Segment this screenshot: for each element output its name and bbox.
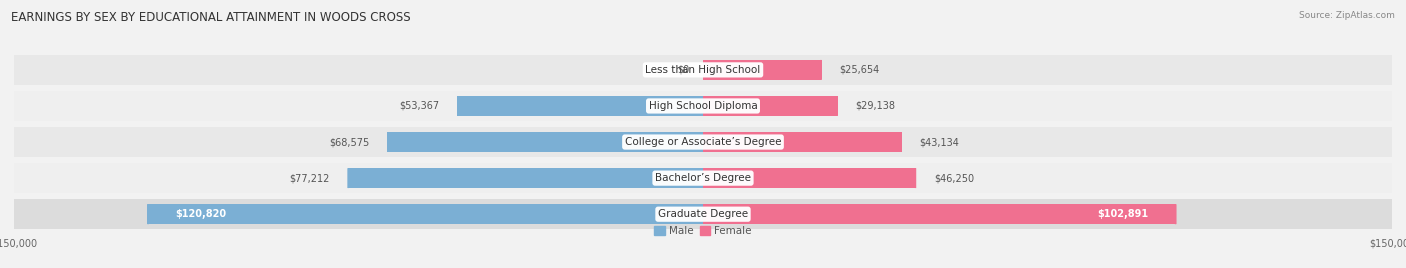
Bar bbox=[14, 91, 1392, 121]
Bar bbox=[349, 168, 703, 188]
Bar bbox=[148, 204, 703, 224]
Bar bbox=[388, 132, 703, 152]
Text: $77,212: $77,212 bbox=[290, 173, 330, 183]
Text: $120,820: $120,820 bbox=[176, 209, 226, 219]
Text: $102,891: $102,891 bbox=[1097, 209, 1149, 219]
Text: $43,134: $43,134 bbox=[920, 137, 959, 147]
Bar bbox=[14, 163, 1392, 193]
Legend: Male, Female: Male, Female bbox=[650, 222, 756, 240]
Text: Bachelor’s Degree: Bachelor’s Degree bbox=[655, 173, 751, 183]
Text: Graduate Degree: Graduate Degree bbox=[658, 209, 748, 219]
Bar bbox=[14, 55, 1392, 85]
Text: Less than High School: Less than High School bbox=[645, 65, 761, 75]
Bar bbox=[703, 60, 821, 80]
Text: Source: ZipAtlas.com: Source: ZipAtlas.com bbox=[1299, 11, 1395, 20]
Bar bbox=[703, 168, 915, 188]
Text: College or Associate’s Degree: College or Associate’s Degree bbox=[624, 137, 782, 147]
Text: $29,138: $29,138 bbox=[855, 101, 896, 111]
Bar bbox=[703, 96, 837, 116]
Text: $68,575: $68,575 bbox=[329, 137, 370, 147]
Bar bbox=[14, 199, 1392, 229]
Bar bbox=[458, 96, 703, 116]
Bar bbox=[14, 127, 1392, 157]
Bar bbox=[703, 204, 1175, 224]
Bar bbox=[703, 132, 901, 152]
Text: $46,250: $46,250 bbox=[934, 173, 974, 183]
Text: $53,367: $53,367 bbox=[399, 101, 440, 111]
Text: High School Diploma: High School Diploma bbox=[648, 101, 758, 111]
Text: EARNINGS BY SEX BY EDUCATIONAL ATTAINMENT IN WOODS CROSS: EARNINGS BY SEX BY EDUCATIONAL ATTAINMEN… bbox=[11, 11, 411, 24]
Text: $0: $0 bbox=[676, 65, 689, 75]
Text: $25,654: $25,654 bbox=[839, 65, 879, 75]
